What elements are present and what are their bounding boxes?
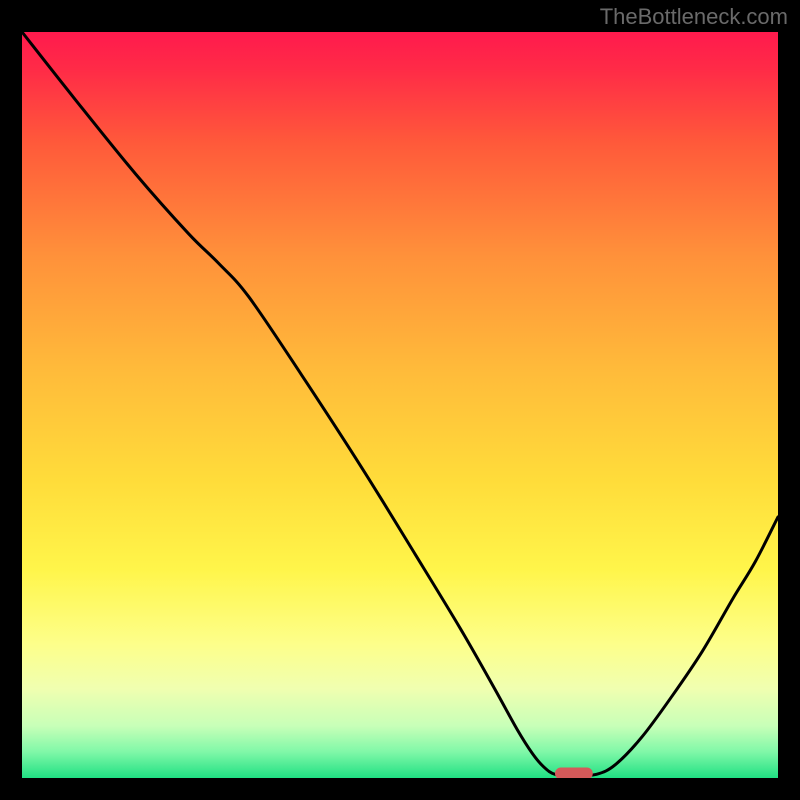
- chart-svg: [22, 32, 778, 778]
- optimal-marker: [555, 768, 593, 778]
- watermark-text: TheBottleneck.com: [600, 4, 788, 30]
- chart-background-gradient: [22, 32, 778, 778]
- chart-plot-area: [22, 32, 778, 778]
